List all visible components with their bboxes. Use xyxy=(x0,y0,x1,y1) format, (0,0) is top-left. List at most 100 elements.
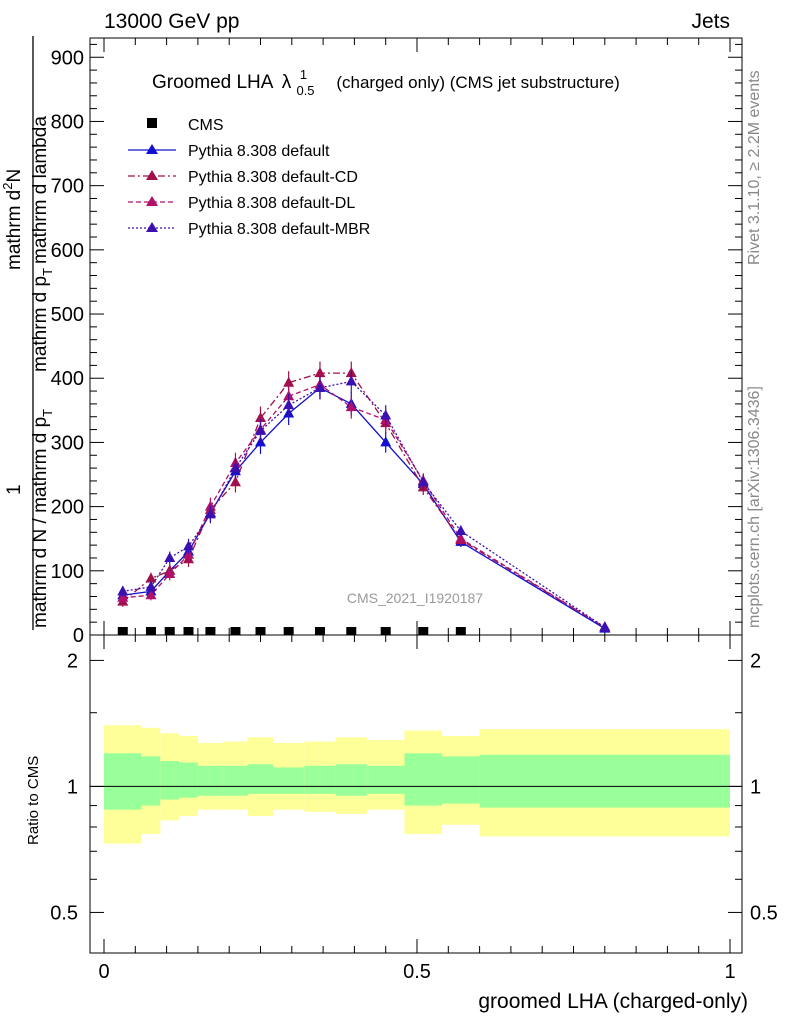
legend-label-mbr: Pythia 8.308 default-MBR xyxy=(188,221,370,238)
y-tick-label: 500 xyxy=(51,304,84,326)
point-cd xyxy=(255,412,266,423)
ylabel-num-d: mathrm d xyxy=(4,190,25,270)
ratio-panel: 0 0.5 1 0.5 0.5 1 1 2 2 Ratio to CMS groomed LHA… xyxy=(25,634,778,1013)
y-tick-label: 800 xyxy=(51,111,84,133)
legend-label-cms: CMS xyxy=(188,117,224,134)
cms-point xyxy=(255,627,266,635)
ylabel-den-left-sub: T xyxy=(40,409,55,417)
point-mbr xyxy=(417,476,429,487)
y-tick-label: 600 xyxy=(51,240,84,262)
x-tick-label: 0.5 xyxy=(403,961,431,983)
rivet-label: Rivet 3.1.10, ≥ 2.2M events xyxy=(746,70,763,265)
cms-point xyxy=(230,627,241,635)
series-line-dl xyxy=(122,383,606,628)
legend-label-cd: Pythia 8.308 default-CD xyxy=(188,169,358,186)
point-cd xyxy=(229,476,241,487)
legend-marker-cms xyxy=(147,118,157,128)
point-default xyxy=(380,436,392,447)
point-mbr xyxy=(229,462,241,473)
ratio-y-tick-label-right: 0.5 xyxy=(750,902,778,924)
point-dl xyxy=(455,532,467,543)
ratio-band-inner xyxy=(304,765,336,794)
ylabel-denominator-right: mathrm d pTmathrm d lambda xyxy=(30,116,55,372)
main-axis-ticks: 0 100 200 300 400 500 600 700 800 900 xyxy=(51,38,742,647)
ylabel-den-left-main: mathrm d N / mathrm d p xyxy=(30,417,51,628)
ylabel-numerator-right: mathrm d2N xyxy=(0,169,25,270)
ratio-band-inner xyxy=(479,754,730,808)
point-dl xyxy=(117,591,129,602)
ratio-ylabel: Ratio to CMS xyxy=(25,756,42,845)
series-line-cd xyxy=(122,372,606,628)
point-mbr xyxy=(455,525,467,536)
x-tick-label: 0 xyxy=(98,961,109,983)
point-cd xyxy=(314,367,326,378)
ratio-y-tick-label-right: 2 xyxy=(750,650,761,672)
title-main: Groomed LHA xyxy=(152,72,274,93)
main-panel: 0 100 200 300 400 500 600 700 800 900 Groomed LHA… xyxy=(0,36,743,647)
ratio-y-tick-label: 0.5 xyxy=(50,902,78,924)
ratio-band-inner xyxy=(160,761,180,800)
plot-title: Groomed LHA λ 0.5 1 (charged only) (CMS … xyxy=(152,63,620,100)
legend-marker-default xyxy=(146,144,158,154)
y-tick-label: 300 xyxy=(51,432,84,454)
point-mbr xyxy=(145,580,157,591)
ratio-band-inner xyxy=(442,756,480,804)
series-line-mbr xyxy=(122,380,606,628)
y-tick-label: 100 xyxy=(51,561,84,583)
ylabel-den-right-sub: T xyxy=(40,268,55,276)
cms-point xyxy=(418,627,429,635)
cms-point xyxy=(455,627,466,635)
point-mbr xyxy=(204,508,216,519)
cms-point xyxy=(164,627,175,635)
legend: CMS Pythia 8.308 default Pythia 8.308 de… xyxy=(128,117,370,238)
ratio-y-tick-label: 1 xyxy=(67,776,78,798)
title-symbol: λ xyxy=(282,72,292,93)
ratio-frame xyxy=(89,634,743,954)
ratio-band-inner xyxy=(404,753,443,806)
point-mbr xyxy=(283,399,295,410)
ylabel-num-n: N xyxy=(4,169,25,183)
header-right: Jets xyxy=(691,10,730,33)
mcplots-label: mcplots.cern.ch [arXiv:1306.3436] xyxy=(746,386,763,628)
point-cd xyxy=(283,376,295,387)
y-tick-label: 400 xyxy=(51,368,84,390)
ratio-band-inner xyxy=(335,764,367,796)
point-dl xyxy=(145,589,157,600)
point-mbr xyxy=(255,424,266,435)
ratio-band-inner xyxy=(141,756,161,806)
main-series-group xyxy=(117,361,611,633)
legend-marker-dl xyxy=(146,196,158,206)
legend-marker-mbr xyxy=(146,222,158,232)
legend-label-dl: Pythia 8.308 default-DL xyxy=(188,195,355,212)
point-mbr xyxy=(164,551,176,562)
cms-point xyxy=(205,627,216,635)
ylabel-den-right-main: mathrm d p xyxy=(30,276,51,372)
title-sup: 1 xyxy=(300,67,307,82)
ratio-band-inner xyxy=(222,765,248,796)
point-mbr xyxy=(183,540,195,551)
y-tick-label: 900 xyxy=(51,47,84,69)
ratio-band-inner xyxy=(273,767,305,794)
analysis-watermark: CMS_2021_I1920187 xyxy=(347,590,483,606)
cms-point xyxy=(346,627,357,635)
title-rest: (charged only) (CMS jet substructure) xyxy=(336,73,619,92)
ratio-band-inner xyxy=(104,753,142,810)
ratio-y-tick-label-right: 1 xyxy=(750,776,761,798)
header-left: 13000 GeV pp xyxy=(104,10,239,33)
legend-label-default: Pythia 8.308 default xyxy=(188,143,330,160)
y-tick-label: 200 xyxy=(51,497,84,519)
ratio-band-inner xyxy=(247,764,274,794)
ratio-axis-ticks: 0 0.5 1 0.5 0.5 1 1 2 2 xyxy=(50,635,778,983)
point-mbr xyxy=(599,621,611,632)
ylabel-num-sup: 2 xyxy=(0,183,15,190)
main-ylabel: 1 mathrm d2N mathrm d N / mathrm d pT ma… xyxy=(0,36,55,630)
ratio-bands xyxy=(104,725,730,844)
point-mbr xyxy=(345,375,357,386)
cms-points xyxy=(117,627,466,635)
x-tick-label: 1 xyxy=(724,961,735,983)
cms-point xyxy=(380,627,391,635)
cms-point xyxy=(183,627,194,635)
ylabel-den-right-rest: mathrm d lambda xyxy=(30,116,51,264)
point-cd xyxy=(145,572,157,583)
